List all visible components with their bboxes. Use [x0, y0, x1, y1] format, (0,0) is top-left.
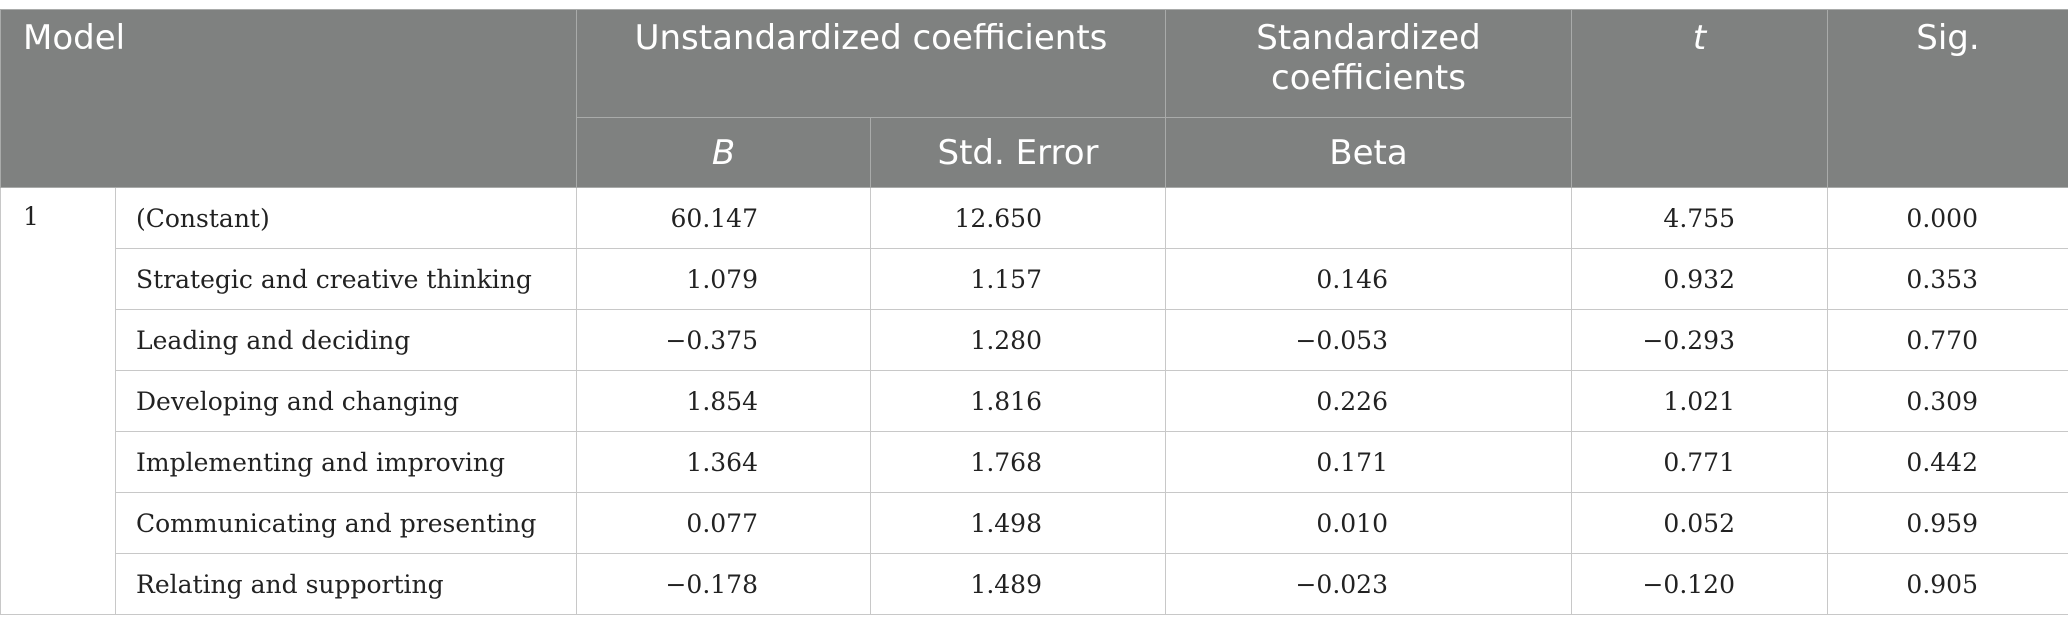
header-model: Model: [0, 9, 577, 188]
cell-value: 0.171: [1165, 431, 1572, 493]
cell-value: −0.053: [1165, 309, 1572, 371]
cell-value: 0.000: [1827, 187, 2068, 249]
row-label: Developing and changing: [115, 370, 577, 432]
cell-value: 1.816: [870, 370, 1166, 432]
cell-value: 1.768: [870, 431, 1166, 493]
table-row: Leading and deciding −0.375 1.280 −0.053 −0.…: [1, 309, 2068, 371]
cell-value: 1.157: [870, 248, 1166, 310]
cell-value: 0.959: [1827, 492, 2068, 554]
cell-value: 1.489: [870, 553, 1166, 615]
row-label: Communicating and presenting: [115, 492, 577, 554]
header-unstandardized: Unstandardized coefficients: [576, 9, 1166, 118]
cell-value: 4.755: [1571, 187, 1828, 249]
cell-value: 0.771: [1571, 431, 1828, 493]
cell-value: [1165, 187, 1572, 249]
cell-value: 1.079: [576, 248, 871, 310]
cell-value: 1.854: [576, 370, 871, 432]
table-body: 1 (Constant) 60.147 12.650 4.755 0.000 Strateg…: [0, 187, 2068, 615]
cell-value: −0.178: [576, 553, 871, 615]
header-sig: Sig.: [1827, 9, 2068, 188]
cell-value: 12.650: [870, 187, 1166, 249]
cell-value: 0.353: [1827, 248, 2068, 310]
row-label: Leading and deciding: [115, 309, 577, 371]
cell-value: −0.023: [1165, 553, 1572, 615]
cell-value: 1.280: [870, 309, 1166, 371]
coefficients-table: Model Unstandardized coefficients Standa…: [0, 9, 2068, 615]
table-row: Developing and changing 1.854 1.816 0.226 1.…: [1, 370, 2068, 432]
cell-value: 60.147: [576, 187, 871, 249]
cell-value: −0.293: [1571, 309, 1828, 371]
cell-value: 0.010: [1165, 492, 1572, 554]
row-label: Implementing and improving: [115, 431, 577, 493]
cell-value: −0.375: [576, 309, 871, 371]
cell-value: 1.021: [1571, 370, 1828, 432]
header-b: B: [576, 117, 871, 188]
row-label: (Constant): [115, 187, 577, 249]
cell-value: 0.146: [1165, 248, 1572, 310]
header-beta: Beta: [1165, 117, 1572, 188]
row-label: Strategic and creative thinking: [115, 248, 577, 310]
table-row: 1 (Constant) 60.147 12.650 4.755 0.000: [0, 187, 2068, 615]
row-label: Relating and supporting: [115, 553, 577, 615]
cell-value: 0.442: [1827, 431, 2068, 493]
cell-value: −0.120: [1571, 553, 1828, 615]
table-row: Communicating and presenting 0.077 1.498 0.…: [1, 492, 2068, 554]
header-std-error: Std. Error: [870, 117, 1166, 188]
cell-value: 0.226: [1165, 370, 1572, 432]
table-row: Strategic and creative thinking 1.079 1.15…: [1, 248, 2068, 310]
model-number: 1: [0, 187, 116, 615]
table-row: Relating and supporting −0.178 1.489 −0.023…: [1, 553, 2068, 615]
cell-value: 0.905: [1827, 553, 2068, 615]
cell-value: 0.770: [1827, 309, 2068, 371]
cell-value: 0.077: [576, 492, 871, 554]
header-standardized: Standardized coefficients: [1165, 9, 1572, 118]
cell-value: 0.309: [1827, 370, 2068, 432]
cell-value: 1.364: [576, 431, 871, 493]
cell-value: 1.498: [870, 492, 1166, 554]
cell-value: 0.052: [1571, 492, 1828, 554]
table-row: Implementing and improving 1.364 1.768 0.17…: [1, 431, 2068, 493]
cell-value: 0.932: [1571, 248, 1828, 310]
header-t: t: [1571, 9, 1828, 188]
